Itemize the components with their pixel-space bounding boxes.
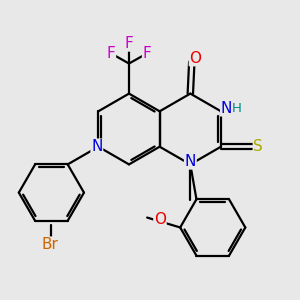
Text: F: F	[142, 46, 152, 61]
Text: H: H	[232, 102, 242, 115]
Text: N: N	[221, 101, 232, 116]
Text: S: S	[254, 139, 263, 154]
Text: O: O	[189, 51, 201, 66]
Text: F: F	[124, 36, 134, 51]
Text: Br: Br	[41, 237, 58, 252]
Text: N: N	[91, 139, 103, 154]
Text: F: F	[106, 46, 116, 61]
Text: O: O	[154, 212, 166, 227]
Text: N: N	[184, 154, 196, 169]
